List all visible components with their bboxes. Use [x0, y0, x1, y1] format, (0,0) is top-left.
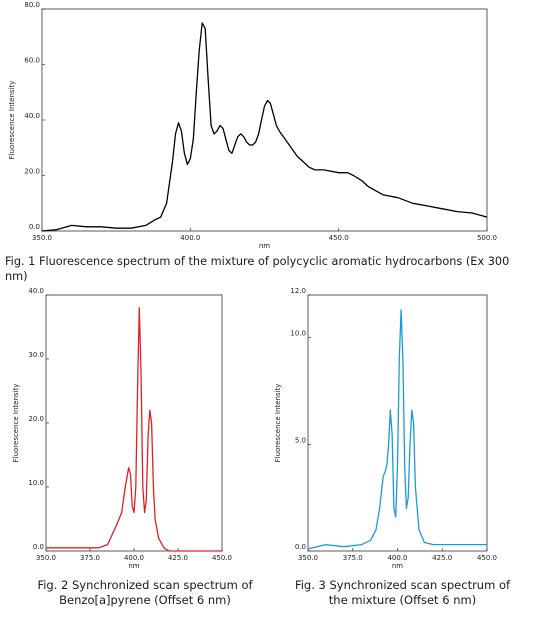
- y-tick-label: 0.0: [29, 223, 40, 231]
- plot-frame: [41, 8, 488, 232]
- x-axis-label: nm: [392, 562, 403, 570]
- y-axis-label: Fluorescence Intensity: [274, 384, 282, 463]
- y-tick-label: 20.0: [24, 168, 40, 176]
- x-tick-label: 350.0: [298, 554, 318, 562]
- caption: Fig. 2 Synchronized scan spectrum of Ben…: [37, 578, 253, 607]
- x-tick-label: 425.0: [432, 554, 452, 562]
- x-tick-label: 400.0: [180, 234, 200, 242]
- y-axis-label: Fluorescence Intensity: [8, 81, 16, 160]
- caption: Fig. 1 Fluorescence spectrum of the mixt…: [5, 255, 510, 283]
- x-axis-label: nm: [128, 562, 139, 570]
- y-tick-label: 30.0: [28, 351, 44, 359]
- y-tick-label: 0.0: [295, 543, 306, 551]
- x-tick-label: 375.0: [80, 554, 100, 562]
- x-tick-label: 450.0: [329, 234, 349, 242]
- y-tick-label: 10.0: [290, 330, 306, 338]
- y-tick-label: 60.0: [24, 57, 40, 65]
- y-tick-label: 40.0: [24, 112, 40, 120]
- y-tick-label: 40.0: [28, 287, 44, 295]
- x-tick-label: 500.0: [477, 234, 497, 242]
- y-tick-label: 80.0: [24, 1, 40, 9]
- y-tick-label: 5.0: [295, 436, 306, 444]
- x-tick-label: 400.0: [124, 554, 144, 562]
- x-tick-label: 350.0: [36, 554, 56, 562]
- y-axis-label: Fluorescence Intensity: [12, 384, 20, 463]
- spectrum-line: [46, 307, 222, 552]
- x-tick-label: 450.0: [477, 554, 497, 562]
- plot-frame: [307, 294, 488, 552]
- y-tick-label: 0.0: [33, 543, 44, 551]
- x-tick-label: 425.0: [168, 554, 188, 562]
- spectrum-line: [307, 309, 487, 550]
- x-tick-label: 450.0: [212, 554, 232, 562]
- x-tick-label: 400.0: [387, 554, 407, 562]
- x-tick-label: 375.0: [343, 554, 363, 562]
- spectrum-line: [41, 22, 488, 232]
- y-tick-label: 20.0: [28, 415, 44, 423]
- y-tick-label: 10.0: [28, 479, 44, 487]
- x-axis-label: nm: [259, 242, 270, 250]
- x-tick-label: 350.0: [32, 234, 52, 242]
- y-tick-label: 12.0: [290, 287, 306, 295]
- caption: Fig. 3 Synchronized scan spectrum of the…: [294, 578, 511, 607]
